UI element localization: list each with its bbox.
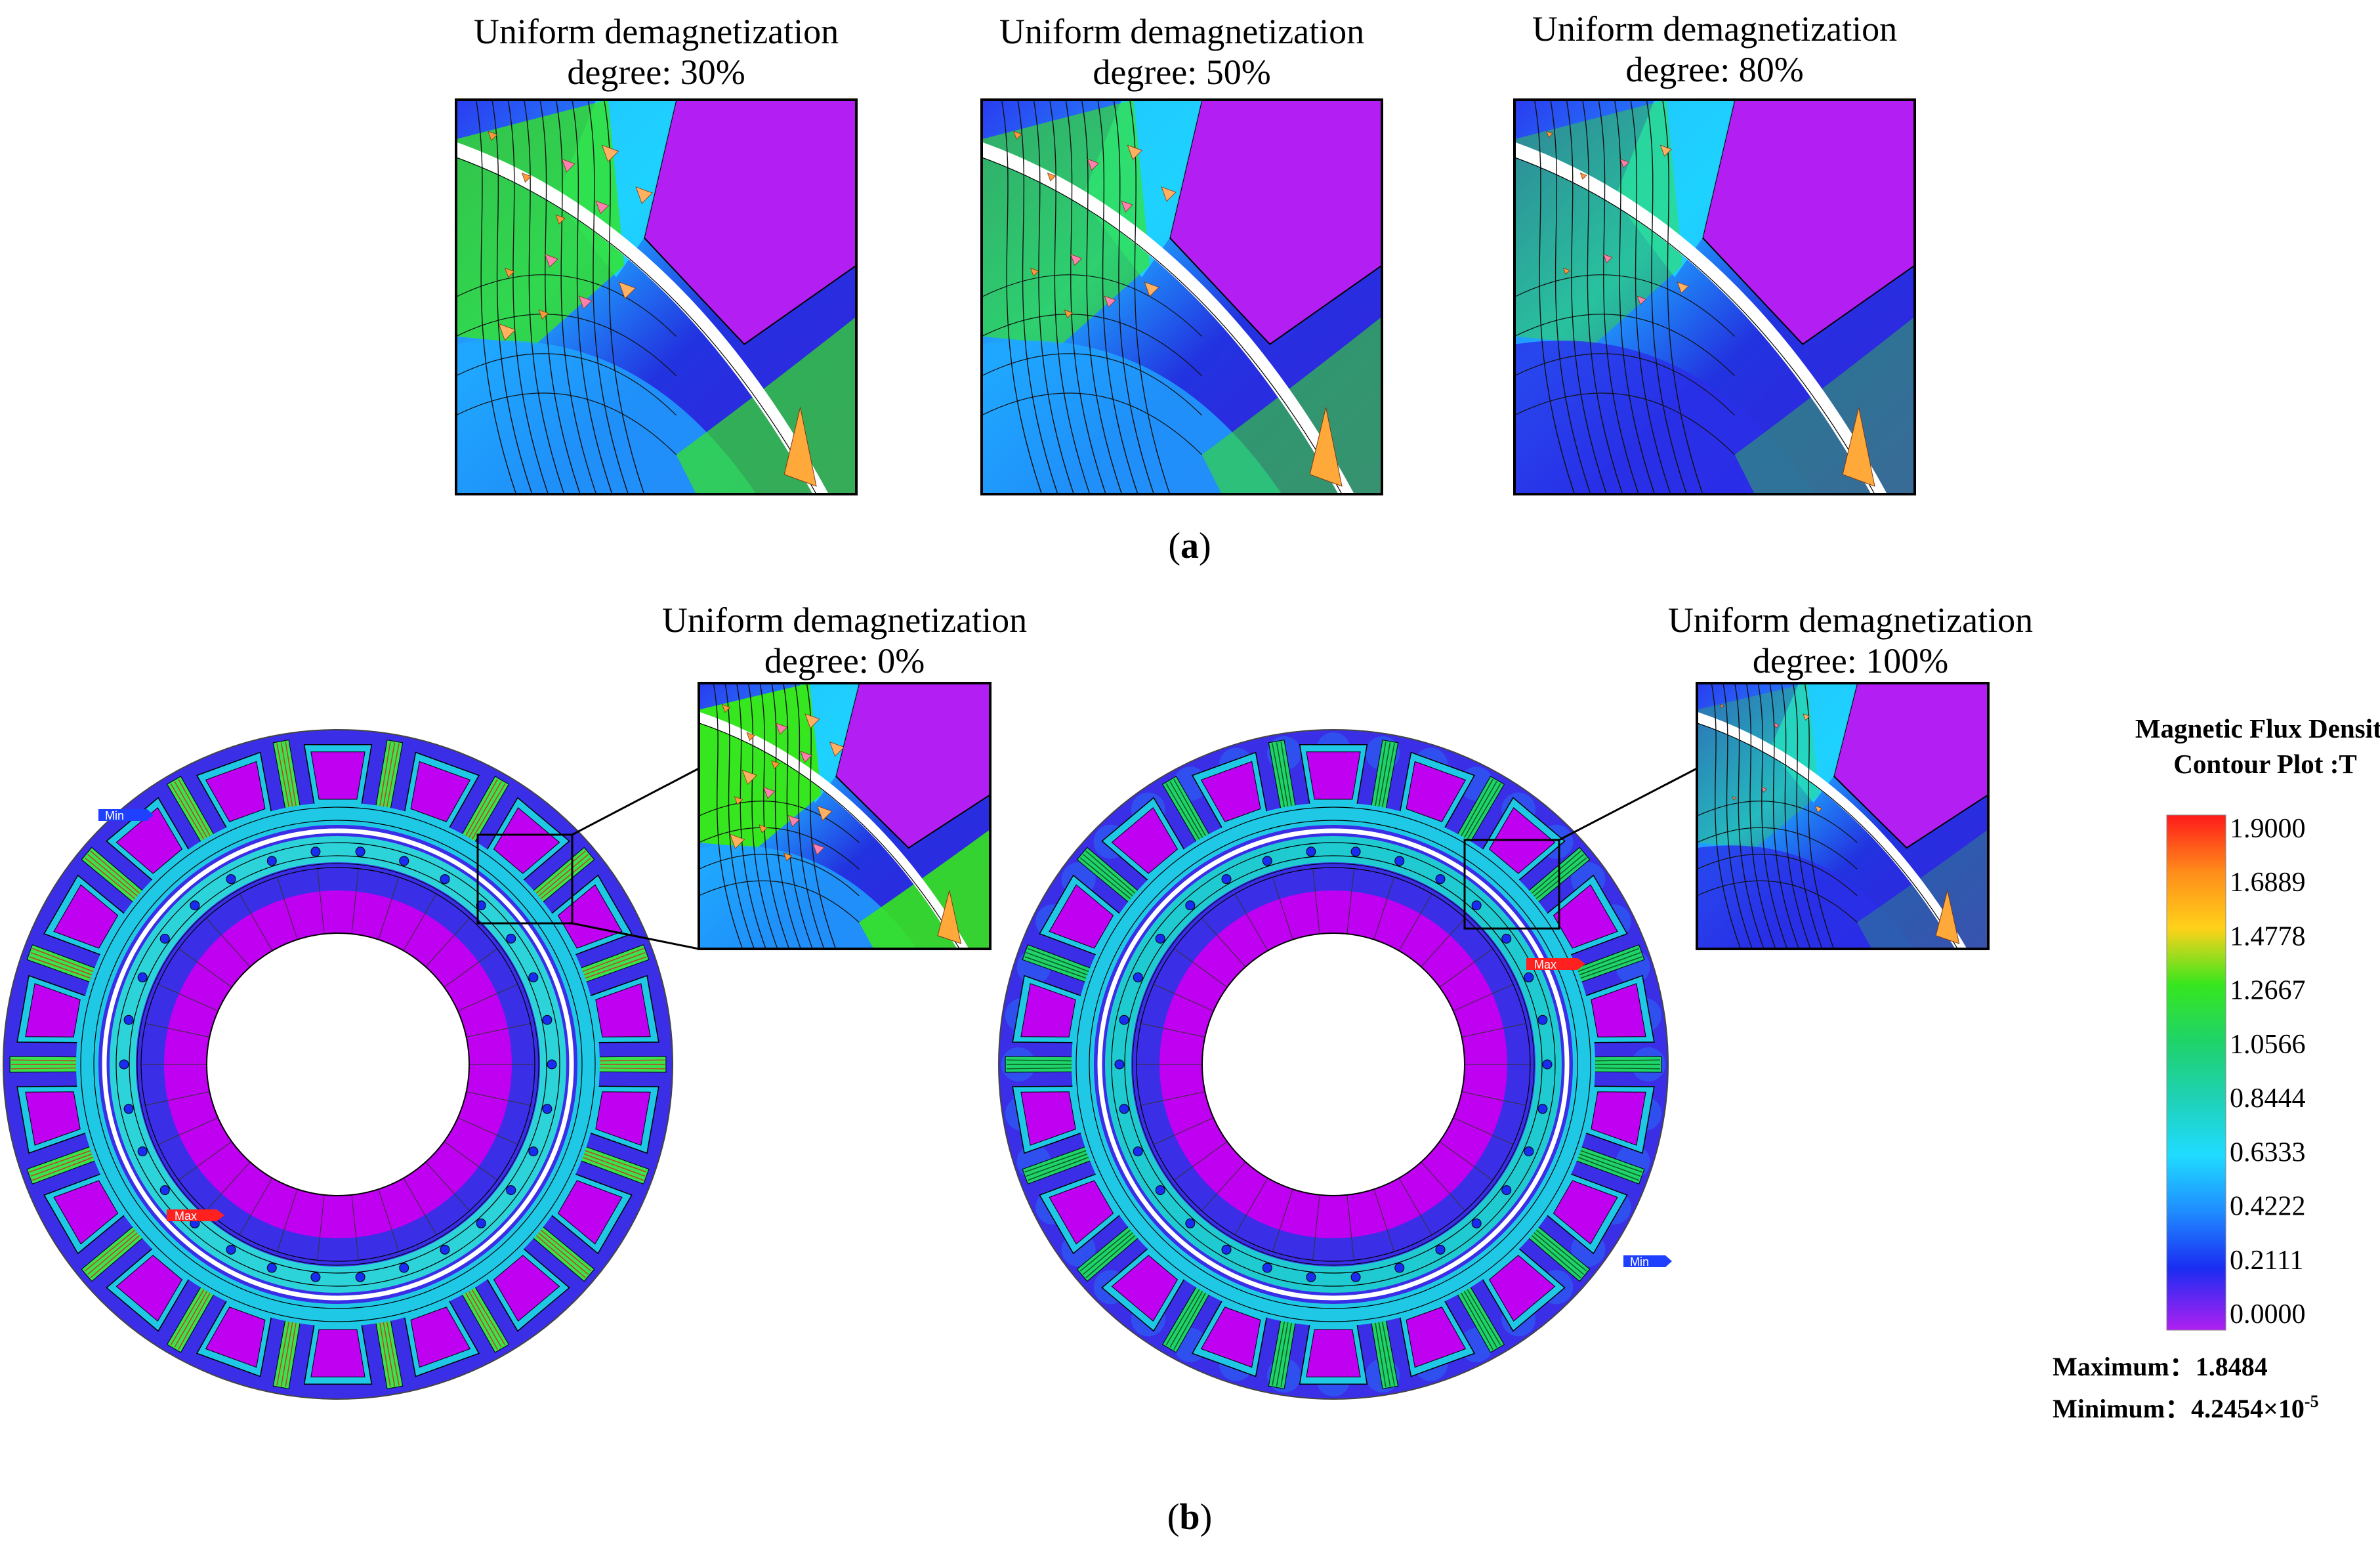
legend-title-line2: Contour Plot :T — [2173, 749, 2356, 779]
inset-a1-caption-line2: degree: 30% — [567, 52, 745, 92]
legend-tick-label: 1.2667 — [2230, 976, 2306, 1006]
svg-text:Max: Max — [1534, 958, 1556, 971]
legend-color-bar — [2166, 814, 2226, 1331]
motor-left-zoom-indicator — [476, 767, 699, 950]
legend-tick-label: 0.6333 — [2230, 1137, 2306, 1167]
legend-title-line1: Magnetic Flux Density — [2135, 713, 2380, 744]
motor-right-inset-image — [1696, 682, 1990, 950]
inset-a3-image — [1513, 98, 1916, 495]
motor-right-zoom-indicator — [1463, 767, 1698, 930]
legend-maximum: Maximum：1.8484 — [2053, 1352, 2268, 1381]
legend-minimum: Minimum：4.2454×10-5 — [2053, 1392, 2319, 1423]
motor-right-caption-line2: degree: 100% — [1753, 641, 1948, 681]
legend-tick-label: 0.0000 — [2230, 1299, 2306, 1330]
motor-right-min-tag: Min — [1623, 1255, 1672, 1268]
inset-a1-caption-line1: Uniform demagnetization — [474, 12, 839, 51]
inset-a2-image — [980, 98, 1383, 495]
motor-left-max-tag: Max — [167, 1209, 224, 1223]
legend-tick-label: 1.9000 — [2230, 814, 2306, 844]
svg-text:Min: Min — [1630, 1255, 1649, 1268]
legend-tick-label: 0.2111 — [2230, 1246, 2303, 1276]
motor-left-min-tag: Min — [98, 809, 154, 822]
motor-left-contour-plot — [3, 729, 673, 1400]
motor-left-caption-line1: Uniform demagnetization — [662, 600, 1027, 640]
inset-a1-image — [455, 98, 858, 495]
inset-a2-caption-line2: degree: 50% — [1093, 52, 1270, 92]
svg-text:Max: Max — [175, 1209, 197, 1223]
legend-tick-labels: 1.9000 1.6889 1.4778 1.2667 1.0566 0.8444 0.63… — [2230, 814, 2306, 1330]
motor-right-contour-plot — [998, 729, 1669, 1400]
inset-a2-caption-line1: Uniform demagnetization — [999, 12, 1364, 51]
legend-tick-label: 0.8444 — [2230, 1083, 2306, 1114]
panel-a-label: (a) — [1168, 526, 1211, 566]
inset-a3-caption-line2: degree: 80% — [1625, 50, 1803, 89]
svg-text:Min: Min — [105, 809, 124, 822]
inset-a3-caption-line1: Uniform demagnetization — [1532, 9, 1897, 49]
legend-tick-label: 0.4222 — [2230, 1192, 2306, 1222]
panel-b-label: (b) — [1167, 1497, 1212, 1538]
legend-tick-label: 1.6889 — [2230, 868, 2306, 898]
legend-tick-label: 1.0566 — [2230, 1030, 2306, 1060]
legend-tick-label: 1.4778 — [2230, 921, 2306, 952]
motor-right-max-tag: Max — [1526, 958, 1585, 971]
motor-left-inset-image — [698, 682, 992, 950]
motor-left-caption-line2: degree: 0% — [764, 641, 925, 681]
motor-right-caption-line1: Uniform demagnetization — [1668, 600, 2033, 640]
